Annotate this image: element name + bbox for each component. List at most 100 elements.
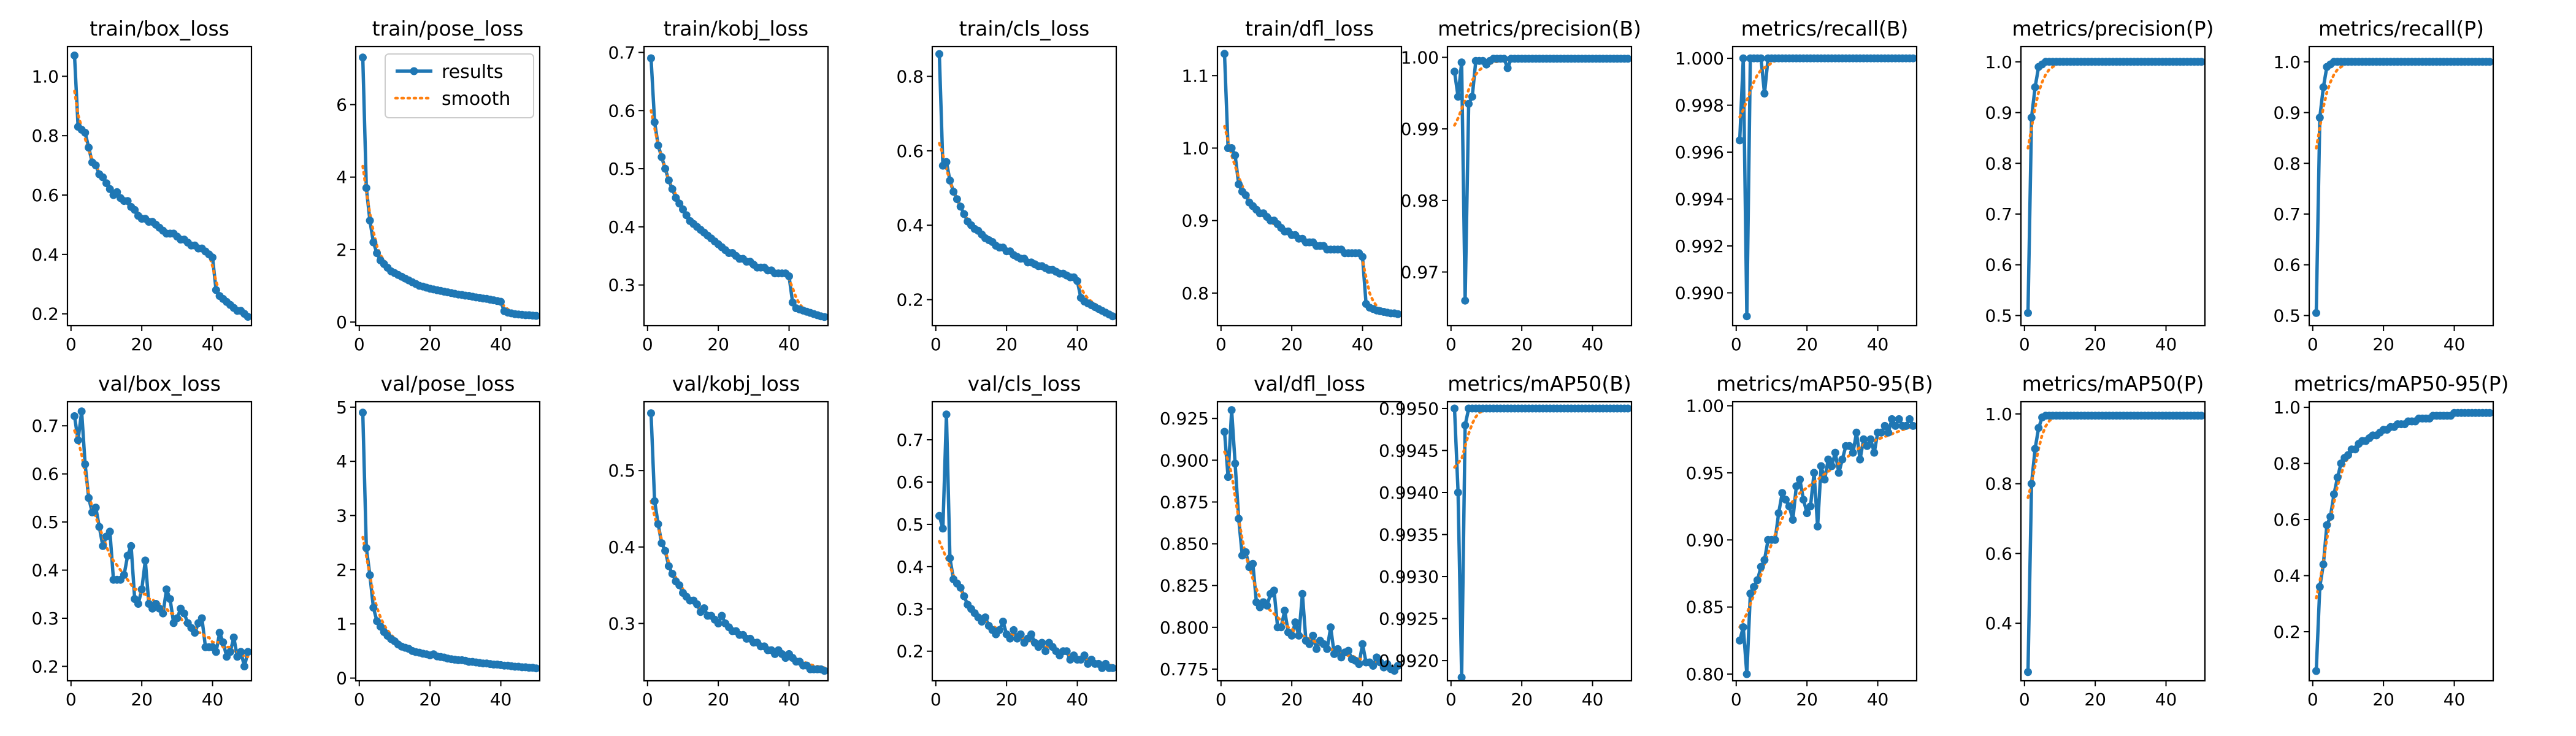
y-tick-label: 0.2	[31, 656, 59, 677]
y-tick-label: 0.775	[1160, 659, 1209, 680]
data-point	[960, 592, 968, 600]
data-point	[1454, 488, 1462, 497]
data-point	[2027, 113, 2036, 122]
data-point	[2197, 412, 2205, 420]
data-point	[2319, 83, 2328, 91]
y-tick-label: 0.9	[1181, 211, 1209, 231]
data-point	[785, 272, 793, 280]
data-point	[1038, 638, 1046, 647]
data-point	[1860, 435, 1868, 443]
data-point	[2024, 309, 2032, 317]
y-tick-label: 0.4	[608, 537, 635, 558]
x-tick-label: 40	[2155, 689, 2177, 710]
y-tick-label: 0.4	[31, 245, 59, 265]
data-point	[229, 633, 238, 642]
y-tick-label: 0.6	[896, 141, 924, 161]
data-point	[2351, 445, 2359, 454]
data-point	[85, 494, 93, 502]
x-tick-label: 0	[66, 334, 77, 355]
data-point	[788, 298, 797, 307]
data-point	[1333, 645, 1342, 653]
panel-val-pose-loss: val/pose_loss 0 1 2 3 4 5 0 20 40	[336, 372, 541, 710]
x-tick-label: 40	[490, 689, 512, 710]
data-point	[1263, 601, 1271, 610]
data-point	[2312, 309, 2320, 317]
plot-area	[1736, 415, 1917, 678]
y-tick-label: 0.9930	[1379, 567, 1439, 587]
data-point	[1241, 548, 1250, 556]
y-tick-label: 0.3	[31, 608, 59, 629]
x-tick-label: 40	[778, 689, 800, 710]
x-tick-label: 40	[202, 334, 224, 355]
data-point	[946, 554, 954, 562]
data-point	[1369, 662, 1378, 670]
data-point	[960, 210, 968, 218]
data-point	[1782, 496, 1790, 504]
data-point	[1027, 630, 1035, 638]
data-point	[1810, 469, 1819, 477]
data-point	[1062, 647, 1071, 656]
data-point	[650, 118, 659, 126]
data-point	[956, 202, 965, 211]
data-point	[1774, 509, 1783, 518]
data-point	[71, 412, 79, 420]
data-point	[131, 205, 139, 214]
y-tick-label: 0.9945	[1379, 440, 1439, 461]
data-point	[2485, 58, 2493, 66]
panel-title: val/pose_loss	[381, 372, 515, 396]
x-tick-label: 20	[419, 689, 441, 710]
data-point	[1355, 660, 1363, 669]
data-point	[1298, 589, 1306, 598]
y-tick-label: 1.0	[31, 66, 59, 86]
data-point	[362, 184, 370, 192]
data-point	[1270, 586, 1278, 595]
y-tick-label: 0.3	[608, 614, 635, 634]
data-point	[682, 211, 691, 220]
data-point	[1277, 623, 1286, 632]
data-point	[1231, 151, 1240, 159]
data-point	[1457, 673, 1466, 681]
x-tick-label: 20	[1796, 689, 1818, 710]
y-tick-label: 1.0	[2273, 52, 2301, 72]
data-point	[1792, 482, 1801, 491]
y-tick-label: 1.0	[2273, 397, 2301, 418]
data-point	[1500, 55, 1508, 63]
y-tick-label: 0.992	[1675, 236, 1724, 256]
y-tick-label: 0.4	[896, 557, 924, 577]
data-point	[2344, 451, 2352, 459]
data-point	[1231, 459, 1240, 468]
x-tick-label: 0	[930, 334, 941, 355]
data-point	[1757, 54, 1765, 63]
data-point	[1006, 634, 1014, 643]
data-point	[1785, 502, 1793, 511]
data-point	[1359, 640, 1367, 648]
x-tick-label: 20	[995, 689, 1018, 710]
x-tick-label: 0	[2019, 689, 2030, 710]
data-point	[1753, 576, 1761, 585]
x-tick-label: 40	[2444, 334, 2466, 355]
data-point	[1249, 559, 1257, 568]
panel-metrics-precision-b: metrics/precision(B) 0.97 0.98 0.99 1.00 0 20 4…	[1401, 17, 1641, 355]
x-tick-label: 20	[995, 334, 1018, 355]
y-tick-label: 0.5	[1985, 305, 2012, 326]
y-tick-label: 0.7	[1985, 204, 2012, 224]
y-tick-label: 0.990	[1675, 283, 1724, 303]
panel-title: train/kobj_loss	[664, 17, 808, 40]
panel-title: val/dfl_loss	[1254, 372, 1365, 396]
y-tick-label: 0.97	[1401, 263, 1439, 283]
data-point	[166, 595, 174, 604]
y-tick-label: 0.9950	[1379, 399, 1439, 419]
x-tick-label: 40	[2155, 334, 2177, 355]
data-point	[1287, 631, 1296, 640]
y-tick-label: 0.99	[1401, 119, 1439, 139]
x-tick-label: 0	[930, 689, 941, 710]
data-point	[995, 626, 1004, 634]
data-point	[953, 195, 961, 204]
y-tick-label: 0.5	[2273, 305, 2301, 326]
y-tick-label: 0.8	[896, 67, 924, 87]
panel-train-kobj-loss: train/kobj_loss 0.3 0.4 0.5 0.6 0.7 0 20 40	[608, 17, 829, 355]
y-tick-label: 0.2	[2273, 622, 2301, 642]
legend: results smooth	[385, 53, 534, 118]
plot-area	[359, 408, 540, 673]
